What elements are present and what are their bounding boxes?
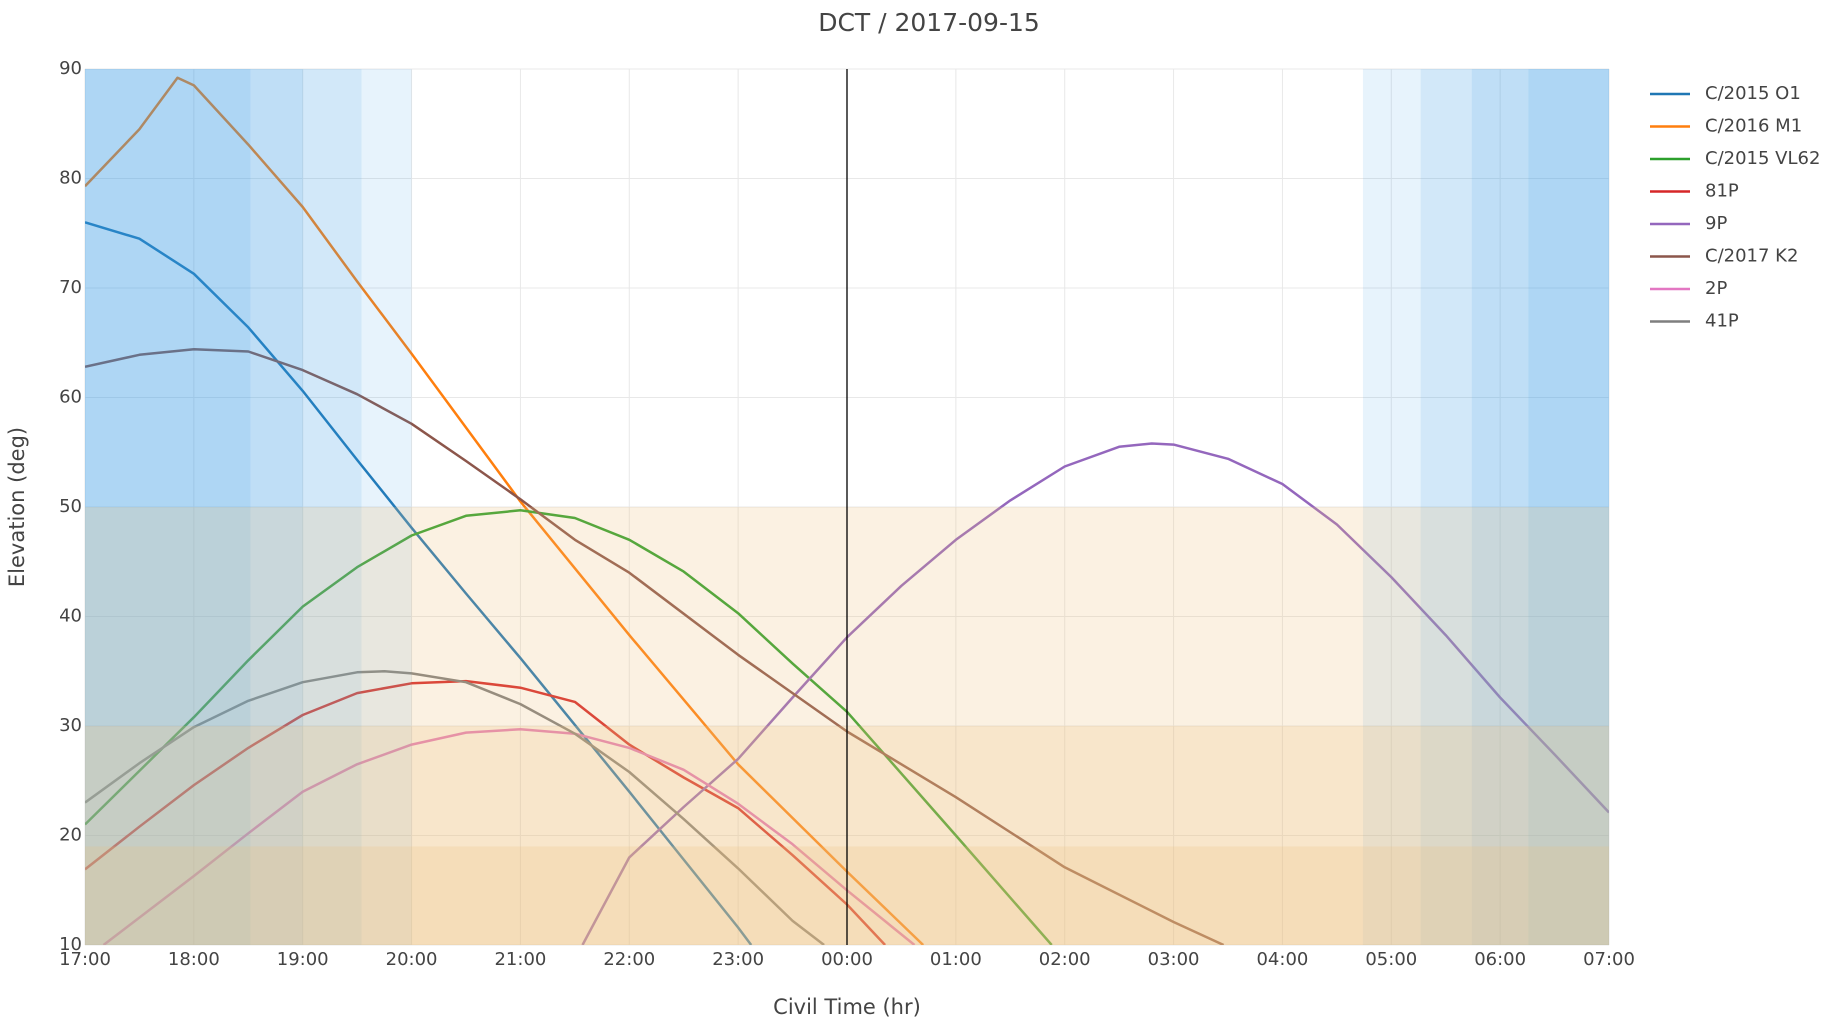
series-line	[102, 728, 916, 945]
y-tick-label: 60	[59, 387, 82, 408]
chart-title: DCT / 2017-09-15	[818, 8, 1040, 37]
x-tick-label: 05:00	[1365, 949, 1417, 970]
x-tick-label: 04:00	[1256, 949, 1308, 970]
time-band	[85, 69, 303, 945]
y-tick-label: 30	[59, 715, 82, 736]
time-band	[85, 69, 412, 945]
series-line	[85, 670, 825, 945]
x-tick-label: 17:00	[59, 949, 111, 970]
series-line	[85, 509, 1053, 945]
time-band	[1528, 69, 1609, 945]
x-tick-label: 07:00	[1583, 949, 1635, 970]
legend-label: 41P	[1705, 311, 1739, 332]
x-tick-label: 00:00	[821, 949, 873, 970]
time-band	[1362, 69, 1609, 945]
y-tick-label: 50	[59, 496, 82, 517]
x-tick-label: 21:00	[494, 949, 546, 970]
y-tick-label: 10	[59, 934, 82, 955]
y-axis-label: Elevation (deg)	[5, 427, 29, 587]
x-tick-label: 02:00	[1039, 949, 1091, 970]
time-band	[1471, 69, 1609, 945]
legend-label: 81P	[1705, 181, 1739, 202]
x-tick-label: 20:00	[386, 949, 438, 970]
y-tick-label: 70	[59, 277, 82, 298]
y-tick-label: 20	[59, 825, 82, 846]
series-line	[581, 442, 1609, 945]
series-line	[85, 76, 925, 945]
legend-label: C/2016 M1	[1705, 116, 1802, 137]
legend-label: C/2015 O1	[1705, 83, 1801, 104]
x-tick-label: 01:00	[930, 949, 982, 970]
x-tick-label: 03:00	[1148, 949, 1200, 970]
x-tick-label: 19:00	[277, 949, 329, 970]
legend-label: 2P	[1705, 278, 1727, 299]
time-band	[85, 69, 362, 945]
legend-label: C/2015 VL62	[1705, 148, 1820, 169]
y-tick-label: 80	[59, 168, 82, 189]
time-band	[1420, 69, 1609, 945]
legend-label: 9P	[1705, 213, 1727, 234]
x-axis-label: Civil Time (hr)	[773, 995, 921, 1019]
x-tick-label: 06:00	[1474, 949, 1526, 970]
legend-label: C/2017 K2	[1705, 246, 1798, 267]
y-tick-label: 40	[59, 606, 82, 627]
time-band	[85, 69, 251, 945]
x-tick-label: 22:00	[603, 949, 655, 970]
series-line	[85, 679, 887, 945]
series-line	[85, 221, 753, 945]
series-line	[85, 348, 1225, 945]
x-tick-label: 23:00	[712, 949, 764, 970]
x-tick-label: 18:00	[168, 949, 220, 970]
y-tick-label: 90	[59, 58, 82, 79]
